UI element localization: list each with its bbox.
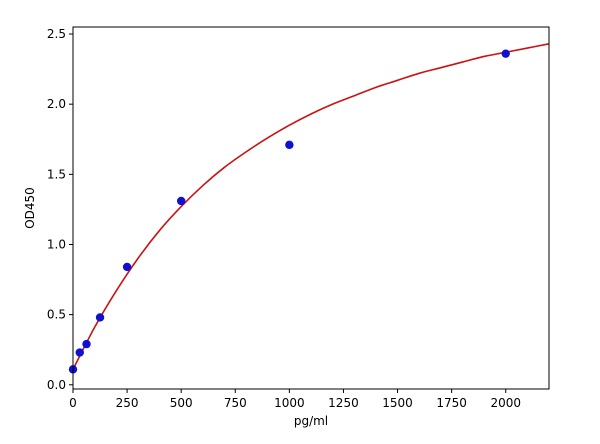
y-tick-label: 2.0 xyxy=(47,97,66,111)
fit-curve-line xyxy=(72,43,550,370)
plot-layer xyxy=(68,43,550,374)
x-tick-label: 1250 xyxy=(328,396,359,410)
y-tick-label: 2.5 xyxy=(47,27,66,41)
y-tick-label: 1.5 xyxy=(47,167,66,181)
data-point xyxy=(75,348,84,357)
y-axis-ticks: 0.0 0.5 1.0 1.5 2.0 2.5 xyxy=(47,27,73,392)
x-tick-label: 1500 xyxy=(382,396,413,410)
data-point xyxy=(285,140,294,150)
x-tick-label: 0 xyxy=(69,396,77,410)
x-axis-title: pg/ml xyxy=(294,414,328,428)
x-axis-ticks: 0 250 500 750 1000 1250 1500 1750 2000 xyxy=(69,389,521,410)
data-point xyxy=(501,49,510,58)
data-point xyxy=(122,262,132,272)
x-tick-label: 1750 xyxy=(436,396,467,410)
x-tick-label: 1000 xyxy=(274,396,305,410)
x-tick-label: 2000 xyxy=(490,396,521,410)
x-tick-label: 500 xyxy=(170,396,193,410)
data-point xyxy=(82,339,91,349)
y-tick-label: 0.0 xyxy=(47,378,66,392)
data-point xyxy=(176,196,186,206)
y-axis-title: OD450 xyxy=(23,187,37,229)
data-point xyxy=(95,313,105,322)
x-tick-label: 750 xyxy=(224,396,247,410)
y-tick-label: 0.5 xyxy=(47,308,66,322)
plot-frame xyxy=(72,26,550,390)
x-tick-label: 250 xyxy=(116,396,139,410)
y-tick-label: 1.0 xyxy=(47,237,66,251)
